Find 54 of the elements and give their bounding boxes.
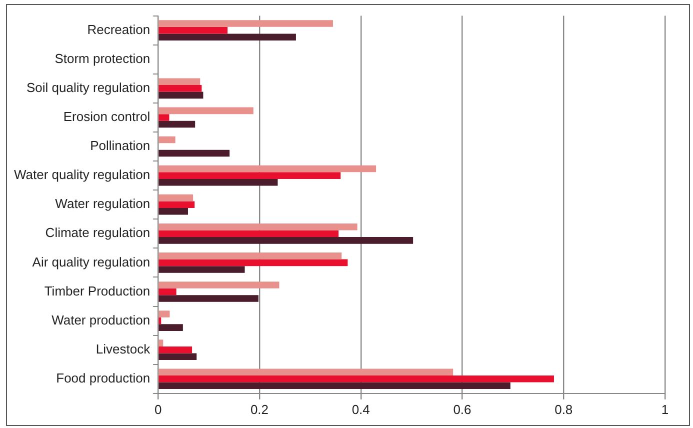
bar: [158, 282, 280, 288]
bar: [158, 150, 230, 157]
y-tick-label: Water production: [52, 312, 150, 328]
bar: [158, 107, 254, 114]
bar: [158, 92, 204, 99]
bar: [158, 375, 554, 382]
bar: [158, 288, 176, 296]
bar: [158, 34, 296, 40]
bar: [158, 346, 192, 354]
y-tick-label: Food production: [56, 370, 150, 386]
bar: [158, 78, 200, 86]
bar: [158, 136, 176, 144]
bar: [158, 310, 170, 318]
y-tick-label: Pollination: [90, 138, 150, 154]
bar: [158, 317, 162, 324]
bar: [158, 194, 194, 202]
y-tick-label: Storm protection: [54, 50, 150, 66]
bar: [158, 368, 454, 376]
bar: [158, 20, 333, 27]
bar: [158, 252, 342, 260]
bar: [158, 201, 195, 208]
bar: [158, 172, 341, 179]
bar: [158, 178, 278, 186]
bar: [158, 324, 183, 331]
bar: [158, 85, 202, 92]
y-tick-label: Water quality regulation: [14, 167, 150, 182]
bar: [158, 259, 348, 266]
bar: [158, 353, 197, 360]
bar: [158, 26, 228, 34]
y-tick-label: Soil quality regulation: [26, 80, 150, 95]
bar: [158, 120, 196, 128]
bar: [158, 223, 358, 230]
x-tick-label: 1: [661, 402, 669, 417]
y-tick-label: Erosion control: [63, 109, 150, 124]
bar: [158, 295, 258, 302]
x-tick-label: 0.6: [453, 402, 472, 417]
x-tick-label: 0.4: [352, 402, 370, 417]
y-tick-label: Climate regulation: [45, 225, 150, 240]
bar: [158, 340, 164, 346]
y-tick-label: Water regulation: [55, 196, 150, 212]
bar: [158, 165, 376, 172]
y-tick-label: Air quality regulation: [32, 254, 150, 270]
bar: [158, 237, 414, 244]
bar: [158, 266, 245, 273]
y-tick-label: Timber Production: [44, 283, 150, 298]
x-tick-label: 0.8: [554, 402, 573, 417]
y-tick-label: Livestock: [96, 341, 151, 356]
x-tick-label: 0: [154, 402, 162, 417]
bar: [158, 382, 510, 390]
y-tick-label: Recreation: [87, 22, 150, 37]
bar: [158, 114, 170, 121]
bar: [158, 208, 188, 215]
x-tick-label: 0.2: [250, 402, 269, 417]
bar: [158, 230, 339, 238]
